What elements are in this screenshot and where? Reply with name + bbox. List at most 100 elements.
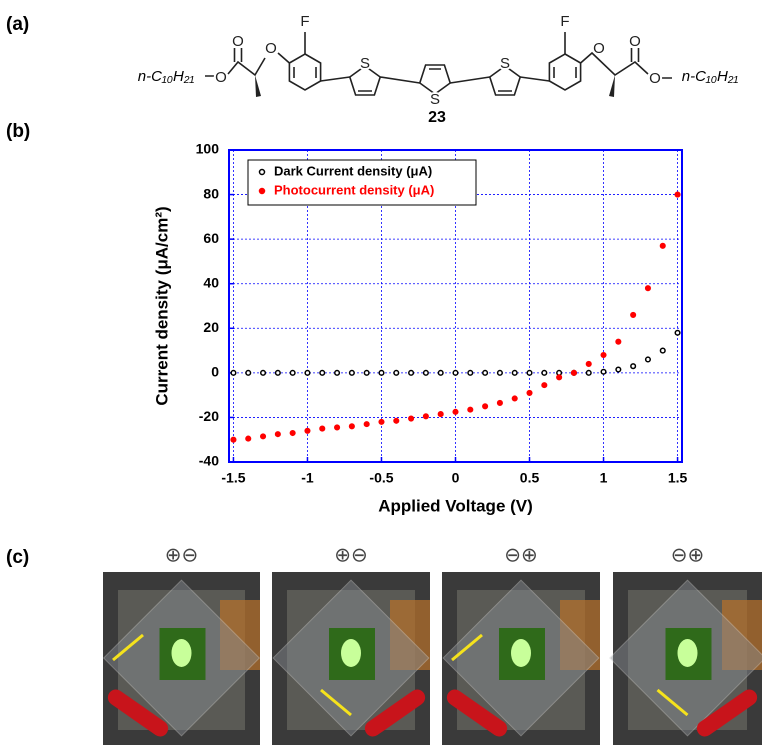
atom: F xyxy=(300,13,309,30)
data-point xyxy=(542,371,547,376)
data-point xyxy=(231,437,236,442)
data-point xyxy=(542,383,547,388)
data-point xyxy=(616,367,621,372)
data-point xyxy=(527,391,532,396)
atom: S xyxy=(360,55,370,72)
data-point xyxy=(616,339,621,344)
atom: S xyxy=(430,91,440,108)
data-point xyxy=(498,401,503,406)
data-point xyxy=(675,330,680,335)
y-tick-label: 40 xyxy=(203,274,219,290)
atom: S xyxy=(500,55,510,72)
molecule: n-C₁₀H₂₁ O O O F S S S F O O O n-C₁₀H₂₁ … xyxy=(138,13,739,126)
atom: O xyxy=(215,69,227,86)
data-point xyxy=(350,424,355,429)
y-tick-label: 60 xyxy=(203,230,219,246)
atom: O xyxy=(649,70,661,87)
y-axis-label: Current density (μA/cm²) xyxy=(152,206,171,405)
y-tick-label: 80 xyxy=(203,185,219,201)
data-point xyxy=(290,431,295,436)
data-point xyxy=(675,192,680,197)
panel-label: (a) xyxy=(6,14,29,35)
data-point xyxy=(305,371,310,376)
polarity-label: ⊖⊕ xyxy=(671,544,705,566)
data-point xyxy=(572,371,577,376)
data-point xyxy=(631,364,636,369)
chart: -40-20020406080100-1.5-1-0.500.511.5Appl… xyxy=(152,141,687,516)
data-point xyxy=(276,371,281,376)
legend-marker xyxy=(260,170,265,175)
data-point xyxy=(394,418,399,423)
emission xyxy=(678,639,698,667)
data-point xyxy=(379,420,384,425)
x-tick-label: -0.5 xyxy=(369,470,393,486)
data-point xyxy=(483,404,488,409)
x-tick-label: -1 xyxy=(301,470,314,486)
data-point xyxy=(290,371,295,376)
y-tick-label: -20 xyxy=(199,408,219,424)
data-point xyxy=(512,371,517,376)
data-point xyxy=(557,375,562,380)
data-point xyxy=(438,371,443,376)
y-tick-label: -40 xyxy=(199,453,219,469)
data-point xyxy=(438,412,443,417)
legend-label: Photocurrent density (μA) xyxy=(274,182,434,197)
x-axis-label: Applied Voltage (V) xyxy=(378,496,533,515)
data-point xyxy=(660,244,665,249)
panel-label: (b) xyxy=(6,121,30,142)
data-point xyxy=(424,414,429,419)
data-point xyxy=(320,371,325,376)
compound-number: 23 xyxy=(428,109,446,126)
data-point xyxy=(453,371,458,376)
x-tick-label: 0.5 xyxy=(520,470,540,486)
chain: n-C₁₀H₂₁ xyxy=(682,68,739,85)
data-point xyxy=(394,371,399,376)
data-point xyxy=(601,353,606,358)
data-point xyxy=(335,371,340,376)
data-point xyxy=(276,432,281,437)
y-tick-label: 20 xyxy=(203,319,219,335)
emission xyxy=(511,639,531,667)
atom: O xyxy=(265,40,277,57)
x-tick-label: -1.5 xyxy=(221,470,245,486)
data-point xyxy=(424,371,429,376)
polarity-label: ⊖⊕ xyxy=(504,544,538,566)
y-tick-label: 0 xyxy=(211,364,219,380)
data-point xyxy=(468,371,473,376)
data-point xyxy=(483,371,488,376)
data-point xyxy=(453,410,458,415)
wedge xyxy=(255,75,261,97)
data-point xyxy=(660,348,665,353)
atom: O xyxy=(232,33,244,50)
atom: O xyxy=(593,40,605,57)
data-point xyxy=(335,425,340,430)
data-point xyxy=(601,369,606,374)
data-point xyxy=(261,434,266,439)
figure: (a) (b) (c) n-C₁₀H₂₁ O O O F S S S F O O… xyxy=(0,0,762,745)
atom: O xyxy=(629,33,641,50)
x-tick-label: 1.5 xyxy=(668,470,688,486)
emission xyxy=(341,639,361,667)
data-point xyxy=(631,313,636,318)
photos: ⊕⊖⊕⊖⊖⊕⊖⊕ xyxy=(103,544,762,745)
data-point xyxy=(409,416,414,421)
data-point xyxy=(231,371,236,376)
data-point xyxy=(586,362,591,367)
data-point xyxy=(320,426,325,431)
data-point xyxy=(379,371,384,376)
data-point xyxy=(586,371,591,376)
data-point xyxy=(246,371,251,376)
data-point xyxy=(305,429,310,434)
data-point xyxy=(527,371,532,376)
data-point xyxy=(512,396,517,401)
chain: n-C₁₀H₂₁ xyxy=(138,68,195,85)
data-point xyxy=(246,436,251,441)
legend-marker xyxy=(260,189,265,194)
data-point xyxy=(364,371,369,376)
x-tick-label: 1 xyxy=(600,470,608,486)
data-point xyxy=(468,407,473,412)
emission xyxy=(172,639,192,667)
x-tick-label: 0 xyxy=(452,470,460,486)
data-point xyxy=(350,371,355,376)
data-point xyxy=(261,371,266,376)
